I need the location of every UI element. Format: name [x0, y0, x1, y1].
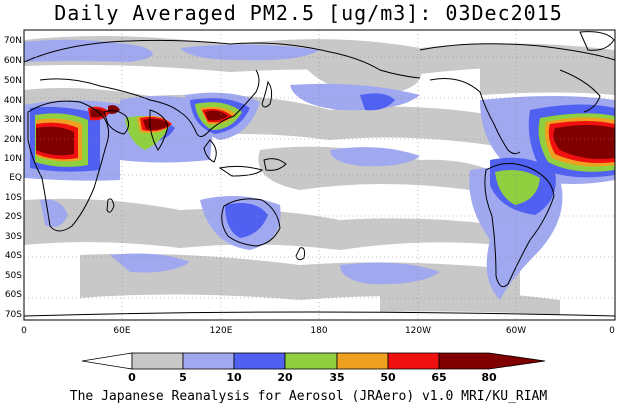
colorbar-label: 35	[329, 371, 344, 384]
lat-label: 70N	[4, 36, 22, 46]
lon-label: 120W	[405, 326, 431, 336]
lat-label: 70S	[5, 310, 22, 320]
colorbar-segment-65-80	[387, 352, 440, 370]
colorbar-segment-80-plus	[438, 352, 546, 370]
footer-credit: The Japanese Reanalysis for Aerosol (JRA…	[69, 389, 548, 404]
gridlines	[24, 30, 615, 320]
lat-label: 20S	[5, 212, 22, 222]
lat-label: 40N	[4, 96, 22, 106]
colorbar-segment-20-35	[233, 352, 286, 370]
lon-label: 180	[310, 326, 327, 336]
colorbar-segment-10-20	[182, 352, 235, 370]
colorbar-segment-0-5	[81, 352, 133, 370]
colorbar-label: 80	[481, 371, 497, 384]
lat-label: 50S	[5, 271, 22, 281]
lat-label: EQ	[9, 173, 22, 183]
lon-label: 60E	[113, 326, 130, 336]
colorbar-label: 65	[431, 371, 446, 384]
latitude-labels: 70N 60N 50N 40N 30N 20N 10N EQ 10S 20S 3…	[4, 36, 22, 320]
lat-label: 10N	[4, 154, 22, 164]
lon-label: 60W	[506, 326, 526, 336]
map-title: Daily Averaged PM2.5 [ug/m3]: 03Dec2015	[54, 1, 563, 25]
colorbar-label: 10	[226, 371, 242, 384]
colorbar-segment-5-10	[131, 352, 184, 370]
longitude-labels: 0 60E 120E 180 120W 60W 0	[21, 326, 615, 336]
lon-label: 0	[609, 326, 615, 336]
lat-label: 50N	[4, 76, 22, 86]
lat-label: 10S	[5, 193, 22, 203]
colorbar-label: 50	[380, 371, 396, 384]
map-frame	[23, 29, 616, 321]
colorbar-segment-50-65	[336, 352, 389, 370]
lat-label: 60S	[5, 290, 22, 300]
colorbar-label: 20	[277, 371, 293, 384]
colorbar-labels: 0 5 10 20 35 50 65 80	[128, 371, 497, 384]
lat-label: 20N	[4, 135, 22, 145]
lon-label: 120E	[210, 326, 233, 336]
pm25-field	[24, 30, 615, 320]
lat-label: 30N	[4, 115, 22, 125]
lat-label: 60N	[4, 56, 22, 66]
colorbar-segment-35-50	[284, 352, 338, 370]
lat-label: 40S	[5, 251, 22, 261]
colorbar-label: 5	[179, 371, 187, 384]
coastlines	[24, 31, 615, 317]
lat-label: 30S	[5, 232, 22, 242]
colorbar-label: 0	[128, 371, 136, 384]
lon-label: 0	[21, 326, 27, 336]
colorbar	[81, 352, 546, 370]
